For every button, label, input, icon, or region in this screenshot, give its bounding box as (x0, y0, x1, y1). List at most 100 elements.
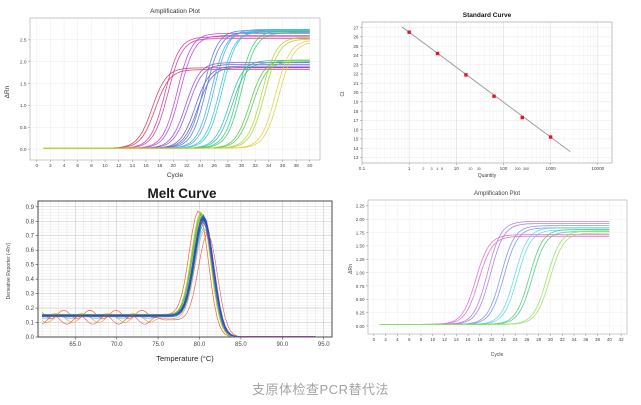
svg-text:21: 21 (353, 81, 359, 86)
svg-text:38: 38 (293, 163, 299, 169)
svg-text:0.9: 0.9 (26, 205, 35, 211)
svg-text:3: 3 (431, 167, 433, 171)
svg-text:12: 12 (442, 337, 448, 342)
svg-text:85.0: 85.0 (235, 342, 247, 348)
chart-title: Standard Curve (463, 12, 512, 19)
svg-text:8: 8 (90, 163, 93, 169)
svg-text:32: 32 (253, 163, 259, 169)
svg-text:0.5: 0.5 (20, 125, 27, 131)
x-axis-label: Cycle (167, 172, 184, 179)
svg-text:40: 40 (607, 337, 613, 342)
chart-title: Amplification Plot (150, 8, 200, 15)
svg-text:27: 27 (353, 25, 359, 30)
svg-text:0.7: 0.7 (26, 234, 35, 240)
panel-melt-curve: 65.0 70.0 75.0 80.0 85.0 90.0 95.0 0.0 0.1 0.2 0.3… (0, 185, 345, 370)
svg-text:30: 30 (477, 167, 481, 171)
svg-text:28: 28 (536, 337, 542, 342)
svg-text:1: 1 (408, 166, 411, 171)
svg-text:75.0: 75.0 (152, 342, 164, 348)
svg-text:2: 2 (422, 167, 424, 171)
svg-text:24: 24 (198, 163, 204, 169)
y-axis-label: Ct (340, 91, 346, 97)
panel-amplification-bottom: 0 2 4 6 8 10 12 14 16 18 20 22 24 26 28 30 32 34 36 38 40 42 0… (345, 185, 641, 370)
svg-text:2.5: 2.5 (20, 38, 27, 44)
amplification-plot-top-chart: 0 2 4 6 8 10 12 14 16 18 20 22 24 26 28 30 32 34 36 38 400.0… (4, 8, 321, 179)
svg-text:0.6: 0.6 (26, 248, 35, 254)
svg-text:1.25: 1.25 (356, 257, 365, 262)
svg-text:1.50: 1.50 (356, 244, 365, 249)
svg-text:70.0: 70.0 (111, 342, 123, 348)
melt-curve-chart: 65.0 70.0 75.0 80.0 85.0 90.0 95.0 0.0 0.1 0.2 0.3… (6, 186, 333, 363)
figure-caption: 支原体检查PCR替代法 (252, 382, 389, 397)
svg-text:10: 10 (454, 166, 460, 171)
svg-text:5: 5 (441, 167, 443, 171)
svg-text:0.0: 0.0 (20, 147, 27, 153)
svg-text:26: 26 (524, 337, 530, 342)
svg-text:100: 100 (500, 166, 508, 171)
svg-text:24: 24 (513, 337, 519, 342)
svg-text:16: 16 (466, 337, 472, 342)
svg-text:18: 18 (477, 337, 483, 342)
svg-text:2: 2 (49, 163, 52, 169)
chart-title: Amplification Plot (474, 191, 520, 197)
svg-text:36: 36 (280, 163, 286, 169)
svg-text:2.00: 2.00 (356, 217, 365, 222)
svg-text:24: 24 (353, 53, 359, 58)
svg-text:4: 4 (437, 167, 439, 171)
svg-text:300: 300 (523, 167, 529, 171)
svg-text:4: 4 (396, 337, 399, 342)
svg-text:16: 16 (143, 163, 149, 169)
svg-text:22: 22 (184, 163, 190, 169)
svg-text:15: 15 (353, 137, 359, 142)
svg-text:6: 6 (408, 337, 411, 342)
svg-text:0.75: 0.75 (356, 284, 365, 289)
svg-text:30: 30 (239, 163, 245, 169)
svg-text:0.2: 0.2 (26, 306, 35, 312)
svg-text:26: 26 (212, 163, 218, 169)
svg-text:0.3: 0.3 (26, 292, 35, 298)
svg-text:20: 20 (489, 337, 495, 342)
svg-text:4: 4 (63, 163, 66, 169)
svg-text:200: 200 (515, 167, 521, 171)
svg-text:26: 26 (353, 35, 359, 40)
svg-text:0.8: 0.8 (26, 219, 35, 225)
svg-text:10: 10 (430, 337, 436, 342)
svg-text:0.1: 0.1 (359, 166, 366, 171)
svg-text:1000: 1000 (546, 166, 557, 171)
svg-text:32: 32 (560, 337, 566, 342)
svg-text:0.50: 0.50 (356, 297, 365, 302)
svg-text:25: 25 (353, 44, 359, 49)
amplification-plot-bottom-chart: 0 2 4 6 8 10 12 14 16 18 20 22 24 26 28 30 32 34 36 38 40 420… (348, 191, 628, 358)
x-axis-label: Quantity (478, 173, 497, 179)
svg-text:1.5: 1.5 (20, 81, 27, 87)
svg-text:19: 19 (353, 99, 359, 104)
svg-text:2.0: 2.0 (20, 59, 27, 65)
svg-text:10000: 10000 (591, 166, 604, 171)
y-axis-label: Derivative Reporter (-Rn') (6, 242, 12, 299)
svg-text:1.75: 1.75 (356, 230, 365, 235)
svg-text:16: 16 (353, 127, 359, 132)
svg-text:34: 34 (572, 337, 578, 342)
svg-text:0.1: 0.1 (26, 321, 35, 327)
svg-text:20: 20 (469, 167, 473, 171)
svg-text:0.25: 0.25 (356, 310, 365, 315)
svg-text:1.00: 1.00 (356, 270, 365, 275)
svg-text:90.0: 90.0 (276, 342, 288, 348)
svg-text:10: 10 (102, 163, 108, 169)
svg-text:18: 18 (353, 109, 359, 114)
svg-text:18: 18 (157, 163, 163, 169)
svg-text:2: 2 (384, 337, 387, 342)
svg-text:0.5: 0.5 (26, 263, 35, 269)
svg-text:0: 0 (35, 163, 38, 169)
svg-text:17: 17 (353, 118, 359, 123)
svg-text:14: 14 (454, 337, 460, 342)
svg-text:20: 20 (171, 163, 177, 169)
svg-text:20: 20 (353, 90, 359, 95)
svg-text:22: 22 (501, 337, 507, 342)
svg-text:40: 40 (307, 163, 313, 169)
x-axis-label: Temperature (°C) (156, 354, 214, 363)
chart-title: Melt Curve (147, 186, 217, 201)
svg-text:2.25: 2.25 (356, 204, 365, 209)
svg-text:0.4: 0.4 (26, 277, 35, 283)
svg-text:0: 0 (373, 337, 376, 342)
